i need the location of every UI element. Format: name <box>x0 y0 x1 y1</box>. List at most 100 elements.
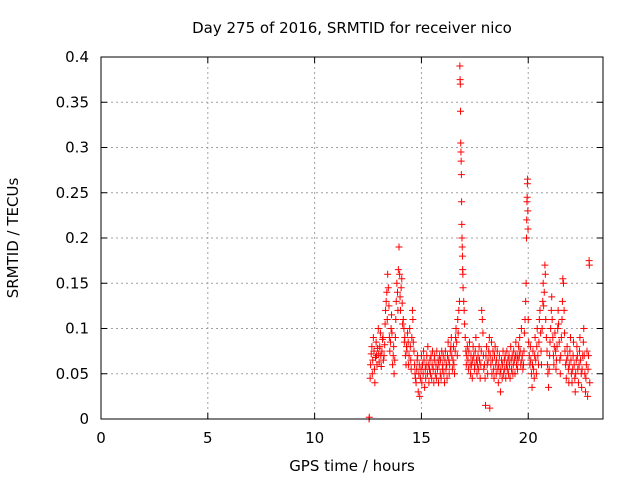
data-point-marker <box>384 284 392 292</box>
data-point-marker <box>465 347 473 355</box>
data-point-marker <box>490 374 498 382</box>
data-point-marker <box>523 193 531 201</box>
data-point-marker <box>510 347 518 355</box>
data-point-marker <box>529 361 537 369</box>
data-point-marker <box>571 374 579 382</box>
data-point-marker <box>457 139 465 147</box>
data-point-marker <box>394 266 402 274</box>
data-point-marker <box>473 370 481 378</box>
data-point-marker <box>547 325 555 332</box>
data-point-marker <box>554 306 562 314</box>
data-point-marker <box>577 356 585 364</box>
data-point-marker <box>503 347 511 355</box>
data-point-marker <box>575 361 583 369</box>
data-point-marker <box>444 338 452 346</box>
data-point-marker <box>448 365 456 373</box>
data-point-marker <box>379 334 387 342</box>
data-point-marker <box>541 270 549 278</box>
data-point-marker <box>584 365 592 373</box>
data-point-marker <box>516 334 524 342</box>
data-point-marker <box>542 315 550 323</box>
y-tick-label: 0 <box>79 410 89 428</box>
data-point-marker <box>458 243 466 251</box>
data-point-marker <box>389 361 397 369</box>
data-point-marker <box>549 352 557 360</box>
x-tick-label: 20 <box>519 429 538 447</box>
data-point-marker <box>392 297 400 305</box>
data-point-marker <box>456 62 464 70</box>
data-point-marker <box>385 334 393 342</box>
y-tick-label: 0.05 <box>56 365 89 383</box>
data-point-marker <box>406 343 414 351</box>
data-point-marker <box>558 315 566 323</box>
data-point-marker <box>478 315 486 323</box>
data-point-marker <box>585 261 593 269</box>
x-tick-label: 5 <box>203 429 213 447</box>
data-point-marker <box>583 347 591 355</box>
data-point-marker <box>563 343 571 351</box>
data-point-marker <box>376 343 384 351</box>
data-point-marker <box>380 352 388 360</box>
data-point-marker <box>559 279 567 287</box>
data-point-marker <box>524 175 532 183</box>
data-point-marker <box>379 356 387 364</box>
data-point-marker <box>519 365 527 373</box>
data-point-marker <box>388 329 396 337</box>
data-point-marker <box>383 288 391 296</box>
data-point-marker <box>386 347 394 355</box>
data-point-marker <box>420 347 428 355</box>
data-point-marker <box>422 374 430 382</box>
data-point-marker <box>507 343 515 351</box>
data-point-marker <box>552 365 560 373</box>
data-point-marker <box>398 275 406 283</box>
data-point-marker <box>409 315 417 323</box>
data-point-marker <box>394 288 401 296</box>
data-point-marker <box>454 329 462 337</box>
data-point-marker <box>368 370 376 378</box>
x-tick-label: 10 <box>305 429 324 447</box>
data-point-marker <box>523 216 531 224</box>
data-point-marker <box>476 356 484 364</box>
data-point-marker <box>368 343 376 351</box>
data-point-marker <box>392 315 400 323</box>
data-point-marker <box>522 279 530 287</box>
data-point-marker <box>478 306 486 314</box>
y-tick-label: 0.4 <box>65 48 89 66</box>
data-point-marker <box>464 365 472 373</box>
data-point-marker <box>542 334 550 342</box>
data-point-marker <box>549 334 557 342</box>
data-point-marker <box>453 338 461 346</box>
data-point-marker <box>483 343 491 351</box>
data-point-marker <box>460 297 468 305</box>
data-point-marker <box>390 370 398 378</box>
data-point-marker <box>506 374 514 382</box>
data-point-marker <box>570 338 578 346</box>
data-point-marker <box>515 343 523 351</box>
data-point-marker <box>557 334 565 342</box>
y-tick-label: 0.15 <box>56 274 89 292</box>
data-point-marker <box>543 347 551 355</box>
data-point-marker <box>541 261 549 269</box>
data-point-marker <box>520 329 528 337</box>
data-point-marker <box>475 343 483 351</box>
data-point-marker <box>366 374 374 382</box>
data-point-marker <box>573 343 581 351</box>
data-point-marker <box>534 352 542 360</box>
data-point-marker <box>391 334 399 342</box>
data-point-marker <box>461 334 469 342</box>
y-tick-label: 0.3 <box>65 139 89 157</box>
data-point-marker <box>576 334 584 342</box>
chart-title: Day 275 of 2016, SRMTID for receiver nic… <box>192 19 512 37</box>
data-point-marker <box>393 279 401 287</box>
data-point-marker <box>530 365 538 373</box>
data-point-marker <box>574 379 582 387</box>
data-point-marker <box>550 361 558 369</box>
data-point-marker <box>586 379 594 387</box>
y-tick-label: 0.2 <box>65 229 89 247</box>
data-point-marker <box>405 352 413 360</box>
data-point-marker <box>491 343 499 351</box>
y-axis-label: SRMTID / TECUs <box>4 178 22 299</box>
data-point-marker <box>374 325 382 332</box>
data-point-marker <box>481 374 489 382</box>
